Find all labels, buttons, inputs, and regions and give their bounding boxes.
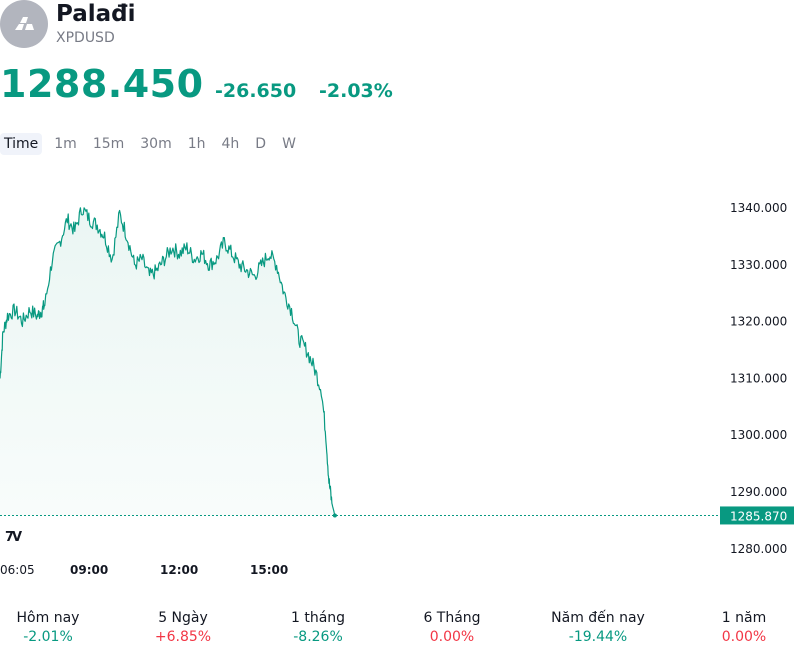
instrument-symbol: XPDUSD xyxy=(56,30,115,46)
performance-value: +6.85% xyxy=(154,629,212,645)
y-tick-label: 1280.000 xyxy=(730,542,787,556)
performance-label: 1 năm xyxy=(721,610,767,626)
x-tick-label: 09:00 xyxy=(70,563,108,577)
performance-value: 0.00% xyxy=(429,629,475,645)
metal-bars-icon xyxy=(15,17,34,30)
palladium-logo xyxy=(0,0,48,48)
performance-item[interactable]: Hôm nay -2.01% xyxy=(0,610,118,645)
performance-label: 5 Ngày xyxy=(158,610,208,626)
interval-tab-15m[interactable]: 15m xyxy=(92,136,125,152)
last-price-dot xyxy=(332,513,337,518)
interval-tab-time[interactable]: Time xyxy=(0,133,43,155)
last-price-badge xyxy=(720,506,794,525)
y-tick-label: 1300.000 xyxy=(730,428,787,442)
interval-tab-1m[interactable]: 1m xyxy=(54,136,77,152)
performance-item[interactable]: Năm đến nay -19.44% xyxy=(528,610,668,645)
y-tick-label: 1290.000 xyxy=(730,485,787,499)
performance-item[interactable]: 5 Ngày +6.85% xyxy=(113,610,253,645)
y-tick-label: 1340.000 xyxy=(730,201,787,215)
price-change-percent: -2.03% xyxy=(319,80,393,102)
performance-label: 6 Tháng xyxy=(423,610,481,626)
interval-tabs: Time 1m 15m 30m 1h 4h D W xyxy=(0,132,308,156)
price-change: -26.650 xyxy=(215,80,297,102)
performance-value: -19.44% xyxy=(568,629,628,645)
performance-value: -2.01% xyxy=(23,629,73,645)
interval-tab-4h[interactable]: 4h xyxy=(221,136,240,152)
y-tick-label: 1310.000 xyxy=(730,371,787,385)
tradingview-logo-icon: 7V xyxy=(5,530,22,545)
interval-tab-30m[interactable]: 30m xyxy=(140,136,172,152)
price-line xyxy=(0,207,336,516)
y-tick-label: 1330.000 xyxy=(730,258,787,272)
last-price-label: 1285.870 xyxy=(730,509,787,523)
interval-tab-d[interactable]: D xyxy=(255,136,267,152)
performance-value: 0.00% xyxy=(721,629,767,645)
last-price: 1288.450 xyxy=(0,62,204,106)
price-chart[interactable]: 1340.000 1330.000 1320.000 1310.000 1300.000… xyxy=(0,170,800,590)
price-area xyxy=(0,207,335,516)
performance-label: 1 tháng xyxy=(290,610,346,626)
performance-item[interactable]: 1 năm 0.00% xyxy=(674,610,800,645)
x-tick-label: 15:00 xyxy=(250,563,288,577)
instrument-title: Palađi xyxy=(56,1,136,27)
performance-label: Hôm nay xyxy=(16,610,80,626)
performance-item[interactable]: 1 tháng -8.26% xyxy=(248,610,388,645)
performance-label: Năm đến nay xyxy=(551,610,645,626)
interval-tab-1h[interactable]: 1h xyxy=(187,136,206,152)
performance-item[interactable]: 6 Tháng 0.00% xyxy=(382,610,522,645)
x-tick-label: 06:05 xyxy=(0,563,35,577)
performance-value: -8.26% xyxy=(293,629,343,645)
x-tick-label: 12:00 xyxy=(160,563,198,577)
interval-tab-w[interactable]: W xyxy=(282,136,296,152)
y-tick-label: 1320.000 xyxy=(730,315,787,329)
tradingview-logo xyxy=(1,523,27,549)
